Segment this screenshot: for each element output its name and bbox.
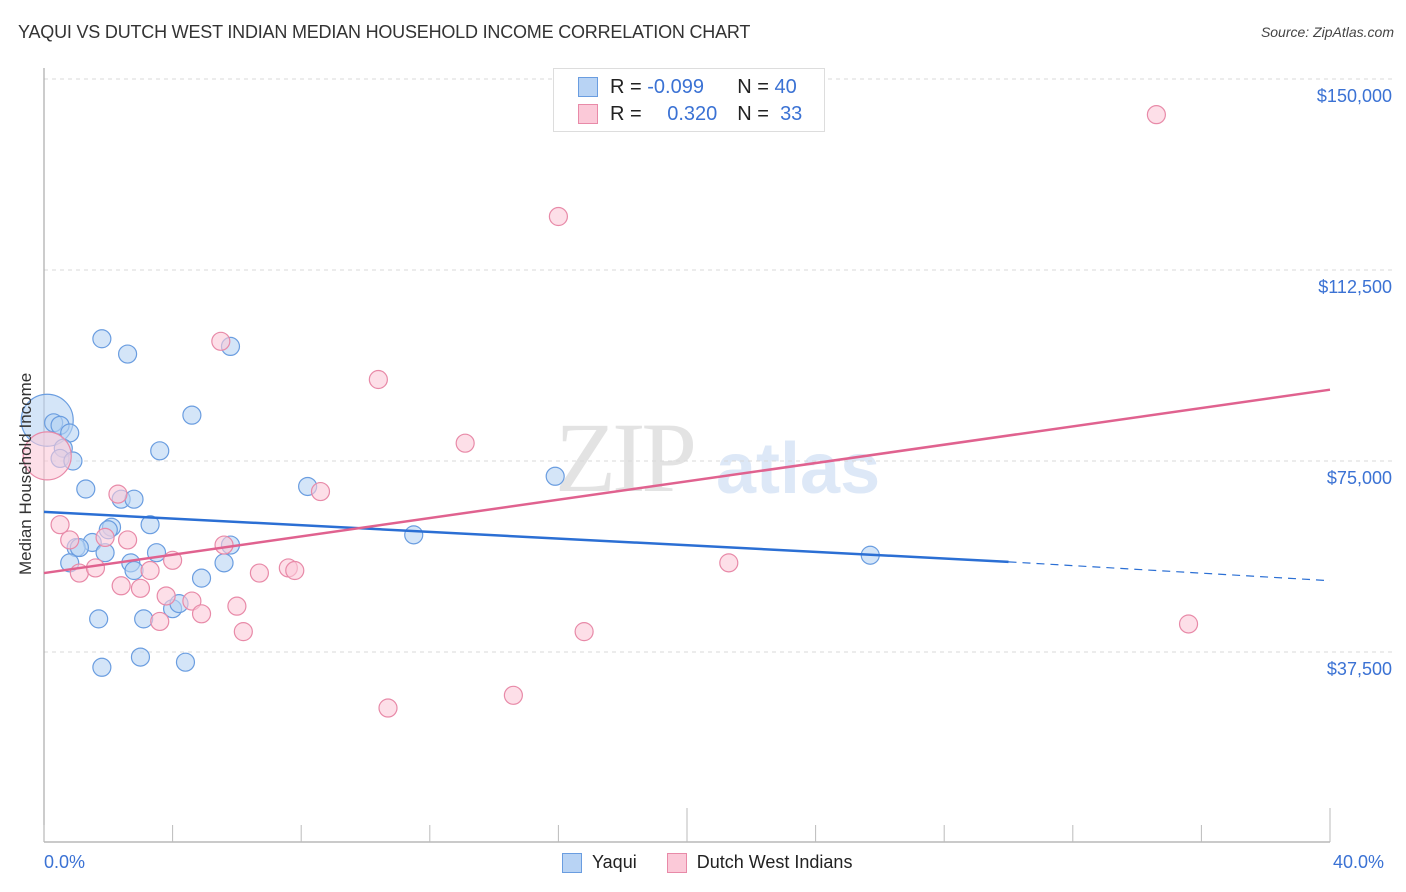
- r-value: 0.320: [667, 102, 718, 125]
- dwi-legend-swatch-icon: [666, 852, 687, 873]
- y-axis-label: Median Household Income: [16, 372, 35, 575]
- data-points: [20, 105, 1199, 718]
- series-legend: Yaqui Dutch West Indians: [562, 852, 852, 873]
- trend-lines: [43, 388, 1331, 582]
- y-tick-37500: $37,500: [1326, 659, 1392, 679]
- watermark-zip: ZIP: [555, 402, 697, 513]
- axes: [43, 68, 1331, 843]
- correlation-legend: R = -0.099 N = 40 R = 0.320 N = 33: [553, 68, 825, 132]
- chart-title: YAQUI VS DUTCH WEST INDIAN MEDIAN HOUSEH…: [18, 22, 751, 42]
- watermark-atlas: atlas: [716, 429, 881, 509]
- gridlines: [44, 78, 1392, 653]
- n-label: N =: [737, 75, 769, 98]
- legend-row-yaqui: R = -0.099 N = 40: [578, 75, 797, 99]
- legend-row-dwi: R = 0.320 N = 33: [578, 102, 802, 126]
- yaqui-swatch-icon: [578, 77, 598, 97]
- x-tick-max: 40.0%: [1333, 852, 1385, 872]
- n-value: 33: [780, 102, 803, 125]
- r-label: R =: [610, 75, 642, 98]
- r-label: R =: [610, 102, 642, 125]
- y-tick-150000: $150,000: [1316, 86, 1392, 106]
- y-tick-75000: $75,000: [1326, 468, 1392, 488]
- yaqui-legend-swatch-icon: [562, 852, 582, 873]
- y-tick-112500: $112,500: [1318, 277, 1392, 297]
- source-label: Source: ZipAtlas.com: [1260, 24, 1394, 40]
- legend-label-dwi: Dutch West Indians: [696, 852, 853, 872]
- legend-label-yaqui: Yaqui: [592, 852, 637, 872]
- n-value: 40: [774, 75, 797, 98]
- dwi-swatch-icon: [578, 104, 598, 124]
- n-label: N =: [737, 102, 769, 125]
- x-tick-min: 0.0%: [44, 852, 86, 872]
- r-value: -0.099: [647, 75, 704, 98]
